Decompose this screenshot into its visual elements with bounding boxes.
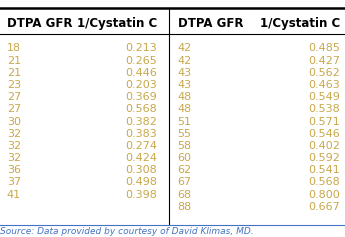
Text: 0.538: 0.538: [308, 104, 340, 114]
Text: 0.369: 0.369: [125, 92, 157, 102]
Text: 37: 37: [7, 178, 21, 187]
Text: 88: 88: [178, 202, 192, 212]
Text: 43: 43: [178, 80, 192, 90]
Text: 0.463: 0.463: [308, 80, 340, 90]
Text: 0.498: 0.498: [125, 178, 157, 187]
Text: 0.402: 0.402: [308, 141, 340, 151]
Text: 32: 32: [7, 141, 21, 151]
Text: 55: 55: [178, 129, 192, 139]
Text: 0.398: 0.398: [125, 190, 157, 200]
Text: 36: 36: [7, 165, 21, 175]
Text: 1/Cystatin C: 1/Cystatin C: [259, 17, 340, 30]
Text: 0.485: 0.485: [308, 43, 340, 53]
Text: 0.274: 0.274: [125, 141, 157, 151]
Text: 0.446: 0.446: [125, 68, 157, 78]
Text: 41: 41: [7, 190, 21, 200]
Text: 30: 30: [7, 117, 21, 127]
Text: DTPA GFR: DTPA GFR: [178, 17, 243, 30]
Text: 68: 68: [178, 190, 192, 200]
Text: 0.382: 0.382: [125, 117, 157, 127]
Text: 0.427: 0.427: [308, 56, 340, 66]
Text: 0.424: 0.424: [125, 153, 157, 163]
Text: 0.383: 0.383: [125, 129, 157, 139]
Text: 0.546: 0.546: [308, 129, 340, 139]
Text: 0.562: 0.562: [308, 68, 340, 78]
Text: Source: Data provided by courtesy of David Klimas, MD.: Source: Data provided by courtesy of Dav…: [0, 227, 254, 236]
Text: 0.667: 0.667: [308, 202, 340, 212]
Text: 67: 67: [178, 178, 192, 187]
Text: 21: 21: [7, 68, 21, 78]
Text: 43: 43: [178, 68, 192, 78]
Text: 0.265: 0.265: [125, 56, 157, 66]
Text: 42: 42: [178, 56, 192, 66]
Text: 0.541: 0.541: [308, 165, 340, 175]
Text: 0.549: 0.549: [308, 92, 340, 102]
Text: 27: 27: [7, 92, 21, 102]
Text: 0.800: 0.800: [308, 190, 340, 200]
Text: 48: 48: [178, 104, 192, 114]
Text: 23: 23: [7, 80, 21, 90]
Text: 27: 27: [7, 104, 21, 114]
Text: 0.213: 0.213: [125, 43, 157, 53]
Text: 32: 32: [7, 153, 21, 163]
Text: 0.568: 0.568: [308, 178, 340, 187]
Text: DTPA GFR: DTPA GFR: [7, 17, 72, 30]
Text: 18: 18: [7, 43, 21, 53]
Text: 0.592: 0.592: [308, 153, 340, 163]
Text: 60: 60: [178, 153, 192, 163]
Text: 0.568: 0.568: [125, 104, 157, 114]
Text: 51: 51: [178, 117, 192, 127]
Text: 48: 48: [178, 92, 192, 102]
Text: 21: 21: [7, 56, 21, 66]
Text: 0.571: 0.571: [308, 117, 340, 127]
Text: 62: 62: [178, 165, 192, 175]
Text: 1/Cystatin C: 1/Cystatin C: [77, 17, 157, 30]
Text: 42: 42: [178, 43, 192, 53]
Text: 0.308: 0.308: [125, 165, 157, 175]
Text: 58: 58: [178, 141, 192, 151]
Text: 32: 32: [7, 129, 21, 139]
Text: 0.203: 0.203: [125, 80, 157, 90]
